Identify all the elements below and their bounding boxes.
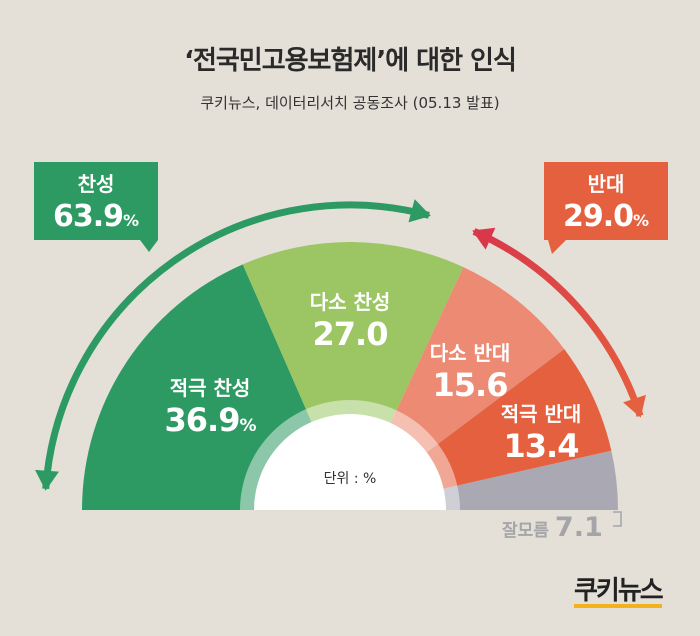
favor-total-label: 찬성: [77, 172, 115, 196]
slice-value-somewhat-favor: 27.0: [312, 315, 389, 353]
publisher-logo: 쿠키뉴스: [574, 576, 664, 608]
favor-box-pointer: [140, 240, 158, 252]
dont-know-leader: [613, 511, 622, 527]
slice-label-somewhat-oppose: 다소 반대 15.6: [410, 337, 530, 404]
chart-subtitle: 쿠키뉴스, 데이터리서치 공동조사 (05.13 발표): [200, 94, 500, 112]
oppose-box-pointer: [548, 240, 566, 254]
slice-label-dont-know: 잘모름 7.1: [502, 512, 603, 543]
oppose-arrow-head-start: [472, 227, 496, 250]
favor-total-box: 찬성 63.9%: [34, 162, 158, 240]
favor-total-unit: %: [123, 211, 140, 230]
favor-arrow: [42, 201, 430, 489]
slice-value-strong-oppose: 13.4: [503, 427, 580, 465]
favor-arrow-head-end: [408, 199, 431, 223]
slice-unit-strong-favor: %: [239, 416, 256, 436]
slice-name-dont-know: 잘모름: [502, 521, 549, 541]
publisher-logo-text: 쿠키뉴스: [574, 576, 664, 608]
slice-label-strong-oppose: 적극 반대 13.4: [476, 398, 606, 465]
center-hole: [254, 414, 446, 510]
slice-number-strong-favor: 36.9: [164, 401, 241, 439]
oppose-total-label: 반대: [587, 172, 625, 196]
unit-label: 단위 : %: [323, 471, 377, 487]
oppose-total-box: 반대 29.0%: [544, 162, 668, 240]
chart-title: ‘전국민고용보험제’에 대한 인식: [184, 46, 517, 76]
slice-name-somewhat-favor: 다소 찬성: [309, 290, 391, 314]
slice-somewhat-favor: [242, 242, 464, 511]
slice-value-dont-know: 7.1: [554, 512, 603, 543]
oppose-total-unit: %: [633, 211, 650, 230]
slice-label-strong-favor: 적극 찬성 36.9%: [130, 372, 290, 439]
oppose-total-value: 29.0: [562, 199, 634, 234]
slice-name-strong-oppose: 적극 반대: [500, 402, 582, 426]
slice-name-somewhat-oppose: 다소 반대: [429, 341, 511, 365]
slice-value-somewhat-oppose: 15.6: [432, 366, 509, 404]
slice-label-somewhat-favor: 다소 찬성 27.0: [280, 286, 420, 353]
oppose-arrow-head-end: [623, 394, 646, 418]
favor-total-value: 63.9: [52, 199, 124, 234]
slice-value-strong-favor: 36.9%: [130, 401, 290, 439]
oppose-arrow: [472, 228, 644, 417]
slice-name-strong-favor: 적극 찬성: [169, 376, 251, 400]
favor-arrow-head-start: [35, 469, 59, 491]
